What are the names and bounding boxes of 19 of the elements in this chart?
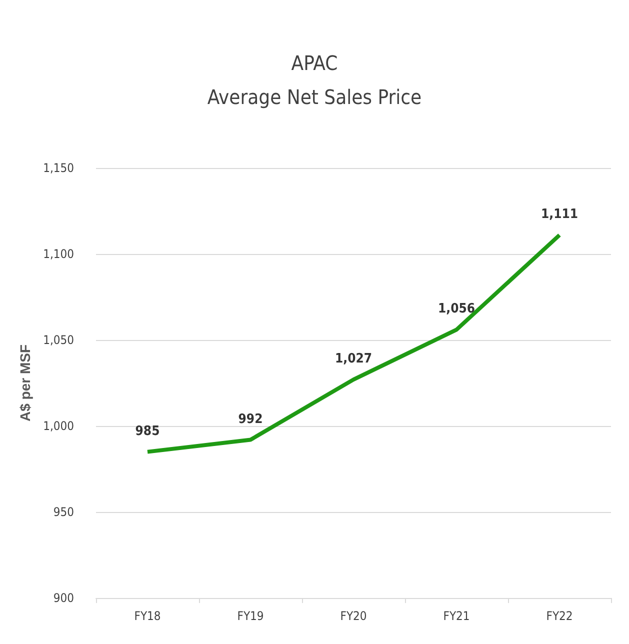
chart-title: APAC: [291, 51, 338, 75]
x-tick-label: FY18: [134, 609, 161, 623]
y-tick-label: 950: [53, 505, 74, 519]
x-tick-label: FY21: [443, 609, 470, 623]
data-label: 1,056: [438, 302, 475, 317]
x-tick-label: FY20: [340, 609, 367, 623]
y-tick-label: 1,050: [43, 333, 74, 347]
data-label: 1,111: [541, 207, 578, 222]
y-tick-label: 1,000: [43, 419, 74, 433]
data-label: 985: [135, 424, 160, 439]
chart-subtitle: Average Net Sales Price: [207, 85, 422, 109]
x-tick-label: FY22: [546, 609, 573, 623]
y-tick-label: 900: [53, 591, 74, 605]
y-tick-label: 1,100: [43, 247, 74, 261]
data-label: 992: [238, 412, 263, 427]
data-label: 1,027: [335, 352, 372, 367]
y-axis-title: A$ per MSF: [17, 344, 34, 422]
y-tick-label: 1,150: [43, 161, 74, 175]
x-tick-label: FY19: [237, 609, 264, 623]
